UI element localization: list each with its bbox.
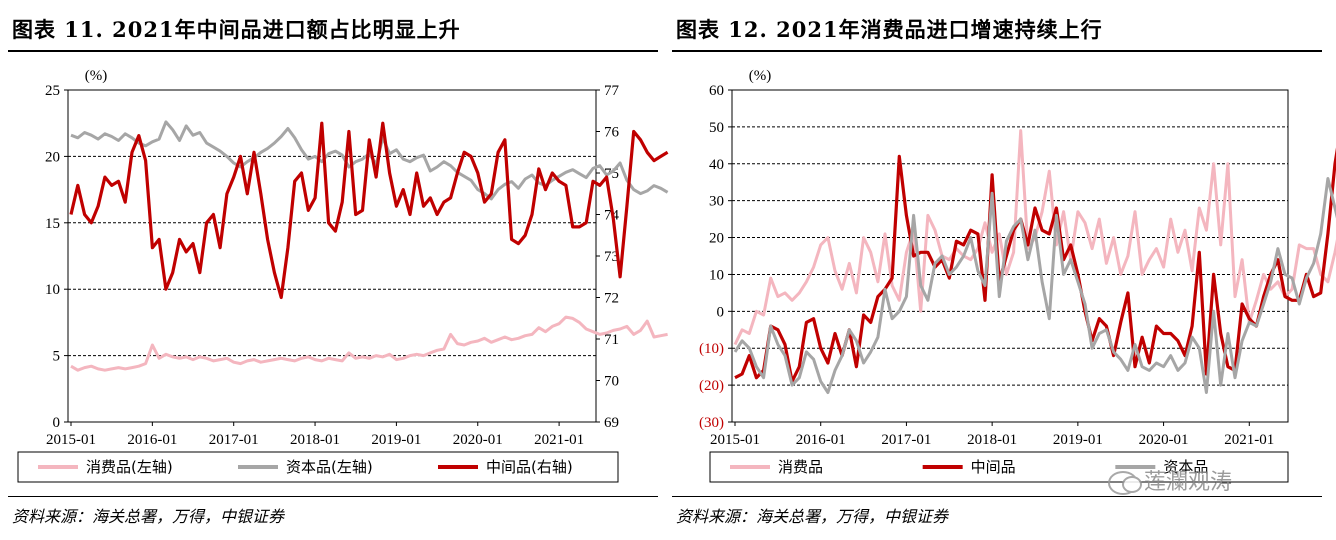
legend-label: 中间品 [971, 458, 1016, 476]
y-tick-label: 30 [709, 194, 724, 210]
series-line-2 [69, 121, 669, 300]
figure-panel-11: 图表 11. 2021年中间品进口额占比明显上升 0 5 10 15 20 25 69 70 7… [8, 0, 669, 540]
x-tick-label: 2016-01 [127, 432, 177, 448]
x-tick-label: 2016-01 [796, 432, 846, 448]
legend-label: 消费品 [778, 458, 823, 476]
title-rule [672, 50, 1322, 52]
series-line-0 [733, 129, 1336, 346]
y2-tick-label: 72 [604, 291, 619, 307]
y-tick-label: 20 [45, 149, 60, 165]
y-tick-label: (20) [699, 378, 724, 394]
y-tick-label: 15 [45, 216, 60, 232]
chart-figure-12: (30) (20) (10) 0 10 20 30 40 50 60 (%) 2015-01 2016-… [699, 68, 1336, 483]
legend-box [709, 451, 1289, 483]
y-tick-label: 20 [709, 231, 724, 247]
plot-frame [67, 89, 597, 423]
plot-frame [731, 89, 1289, 423]
y-tick-label: 0 [53, 415, 61, 431]
legend-label: 中间品(右轴) [486, 458, 573, 476]
series-line-1 [70, 120, 669, 201]
x-tick-label: 2018-01 [290, 432, 340, 448]
y2-tick-label: 70 [604, 374, 619, 390]
series-line-0 [70, 315, 668, 372]
y-tick-label: 10 [45, 282, 60, 298]
y2-tick-label: 69 [604, 415, 619, 431]
x-tick-label: 2019-01 [371, 432, 421, 448]
figure-title: 图表 11. 2021年中间品进口额占比明显上升 [12, 17, 461, 42]
y-tick-label: (10) [699, 341, 724, 357]
series-line-2 [733, 177, 1336, 394]
legend-label: 资本品 [1163, 458, 1208, 476]
x-tick-label: 2015-01 [710, 432, 760, 448]
y2-tick-label: 71 [604, 332, 619, 348]
source-note: 资料来源：海关总署，万得，中银证券 [12, 507, 285, 526]
title-rule [8, 50, 658, 52]
y-tick-label: (30) [699, 415, 724, 431]
x-tick-label: 2020-01 [1139, 432, 1189, 448]
y-axis-unit-label: (%) [749, 68, 772, 84]
y2-tick-label: 73 [604, 249, 619, 265]
x-tick-label: 2018-01 [967, 432, 1017, 448]
y2-tick-label: 77 [604, 83, 620, 99]
legend-label: 资本品(左轴) [286, 458, 373, 476]
y-tick-label: 40 [709, 157, 724, 173]
legend-box [17, 451, 619, 483]
bottom-rule [672, 496, 1322, 497]
y-tick-label: 5 [53, 349, 61, 365]
y-tick-label: 0 [717, 304, 725, 320]
y-axis-unit-label: (%) [85, 68, 108, 84]
y-tick-label: 25 [45, 83, 60, 99]
x-tick-label: 2019-01 [1053, 432, 1103, 448]
figure-panel-12: 图表 12. 2021年消费品进口增速持续上行 (30) (20) (10) 0 10 2… [672, 0, 1336, 540]
y-tick-label: 60 [709, 83, 724, 99]
source-note: 资料来源：海关总署，万得，中银证券 [676, 507, 949, 526]
x-tick-label: 2017-01 [209, 432, 259, 448]
y2-tick-label: 76 [604, 125, 620, 141]
x-tick-label: 2020-01 [453, 432, 503, 448]
y-tick-label: 10 [709, 267, 724, 283]
y-tick-label: 50 [709, 120, 724, 136]
x-tick-label: 2015-01 [46, 432, 96, 448]
legend-label: 消费品(左轴) [86, 458, 173, 476]
x-tick-label: 2017-01 [881, 432, 931, 448]
watermark: 莲瀾观涛 [1108, 464, 1232, 496]
x-tick-label: 2021-01 [1224, 432, 1274, 448]
bottom-rule [8, 496, 658, 497]
watermark-text: 莲瀾观涛 [1144, 470, 1233, 495]
x-tick-label: 2021-01 [534, 432, 584, 448]
wechat-icon [1108, 471, 1142, 495]
figure-title: 图表 12. 2021年消费品进口增速持续上行 [676, 17, 1103, 42]
